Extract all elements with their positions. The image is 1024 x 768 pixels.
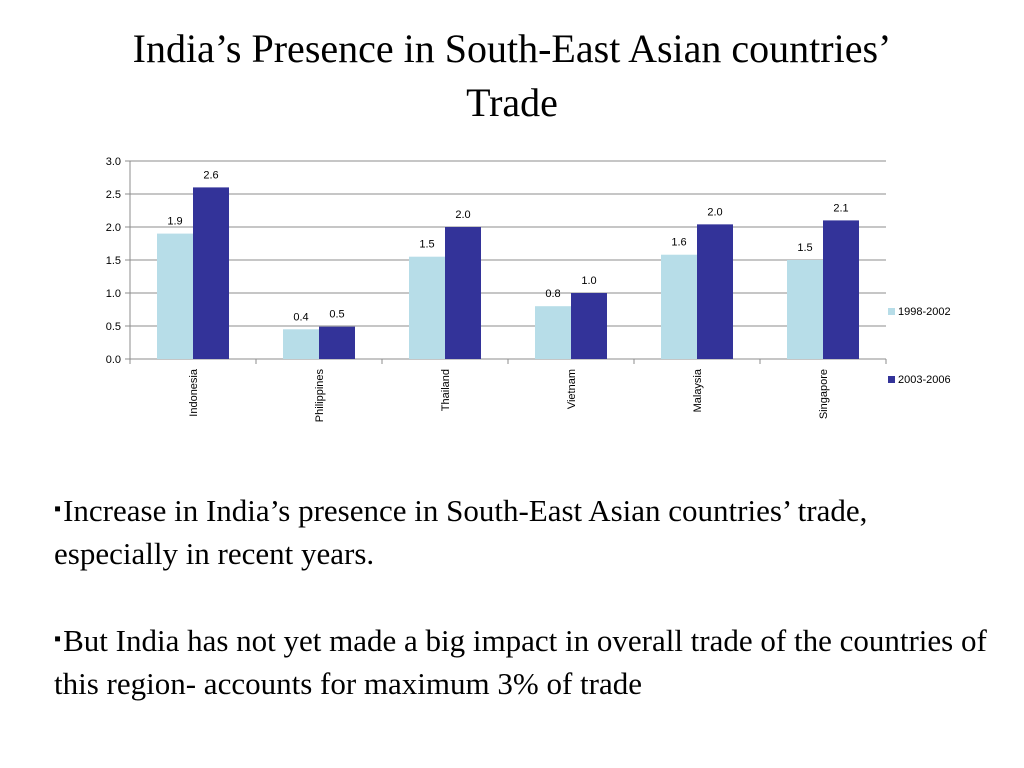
data-label: 1.0 [581,275,596,287]
x-tick-label: Malaysia [692,368,704,412]
bar-series2 [193,187,229,359]
y-tick-label: 0.5 [106,321,121,333]
data-label: 1.9 [167,216,182,228]
y-tick-label: 3.0 [106,156,121,168]
data-label: 2.0 [455,209,470,221]
data-label: 0.4 [293,311,308,323]
bar-series1 [661,254,697,359]
slide-title: India’s Presence in South-East Asian cou… [0,22,1024,130]
data-label: 2.0 [707,206,722,218]
data-label: 2.6 [203,169,218,181]
legend-swatch-2 [888,376,895,383]
legend-swatch-1 [888,308,895,315]
bar-chart: 0.0 0.5 1.0 1.5 2.0 2.5 3.0 1.9 2.6 Indonesia 0.4 0… [106,156,951,423]
data-label: 1.5 [419,239,434,251]
y-tick-label: 1.5 [106,255,121,267]
y-tick-label: 1.0 [106,288,121,300]
bullet-text-2: But India has not yet made a big impact … [54,623,987,701]
slide-title-line-1: India’s Presence in South-East Asian cou… [132,26,892,71]
bullet-text-1: Increase in India’s presence in South-Ea… [54,493,868,571]
bar-series1 [157,233,193,359]
legend-label-2: 2003-2006 [898,374,951,386]
data-label: 2.1 [833,202,848,214]
bullet-item-2: ▪But India has not yet made a big impact… [54,618,994,705]
bar-series1 [409,256,445,359]
square-bullet-icon: ▪ [54,498,62,520]
bar-series1 [787,260,823,359]
bar-series2 [571,293,607,359]
x-tick-label: Singapore [818,369,830,419]
bar-series2 [697,224,733,359]
x-tick-label: Vietnam [566,369,578,409]
bar-series1 [283,329,319,359]
x-tick-label: Philippines [314,369,326,423]
data-label: 1.5 [797,242,812,254]
legend-label-1: 1998-2002 [898,306,951,318]
bar-series2 [319,326,355,359]
data-label: 0.5 [329,309,344,321]
square-bullet-icon: ▪ [54,628,62,650]
y-tick-label: 0.0 [106,354,121,366]
data-label: 1.6 [671,237,686,249]
x-tick-label: Indonesia [188,368,200,417]
slide-title-line-2: Trade [466,80,558,125]
bullet-list: ▪Increase in India’s presence in South-E… [54,488,994,748]
y-tick-label: 2.0 [106,222,121,234]
bar-series1 [535,306,571,359]
bar-series2 [445,227,481,359]
y-tick-label: 2.5 [106,189,121,201]
bar-series2 [823,220,859,359]
x-tick-label: Thailand [440,369,452,411]
data-label: 0.8 [545,288,560,300]
bullet-item-1: ▪Increase in India’s presence in South-E… [54,488,994,575]
